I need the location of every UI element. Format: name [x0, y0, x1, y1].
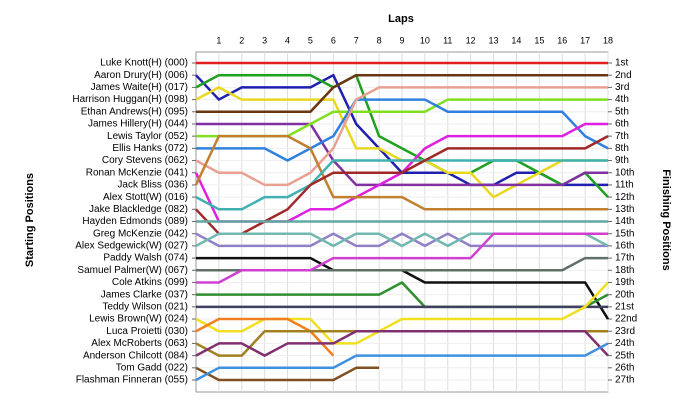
starting-driver-label: Alex McRoberts (063): [91, 338, 188, 349]
driver-line: [195, 342, 609, 382]
driver-line: [195, 366, 380, 382]
x-tick-label: 10: [420, 35, 430, 45]
driver-line: [194, 134, 608, 211]
driver-line: [196, 98, 609, 162]
y2-tick-label: 5th: [615, 106, 629, 117]
y2-tick-label: 19th: [615, 277, 634, 288]
starting-driver-label: Ronan McKenzie (041): [86, 167, 188, 178]
y2-tick-label: 26th: [615, 362, 634, 373]
y2-tick-label: 4th: [615, 94, 629, 105]
chart-title: Laps: [388, 13, 414, 25]
y2-tick-label: 6th: [615, 119, 629, 130]
starting-driver-label: Harrison Huggan(H) (098): [72, 94, 188, 105]
driver-line: [196, 232, 608, 284]
starting-driver-label: Lewis Brown(W) (024): [89, 314, 188, 325]
x-tick-label: 17: [580, 35, 590, 45]
y2-tick-label: 14th: [615, 216, 634, 227]
x-tick-label: 3: [262, 35, 267, 45]
starting-driver-label: Anderson Chilcott (084): [83, 350, 188, 361]
driver-line: [195, 86, 608, 187]
starting-driver-label: Tom Gadd (022): [116, 362, 188, 373]
y2-tick-label: 18th: [615, 265, 634, 276]
starting-driver-label: Alex Stott(W) (016): [103, 192, 188, 203]
starting-driver-label: Cory Stevens (062): [102, 155, 188, 166]
starting-driver-label: James Waite(H) (017): [91, 82, 188, 93]
x-tick-label: 6: [331, 35, 336, 45]
driver-line: [195, 329, 609, 357]
x-tick-label: 11: [443, 35, 452, 45]
starting-driver-label: James Clarke (037): [101, 289, 188, 300]
y2-tick-label: 13th: [615, 204, 634, 215]
starting-driver-label: Ethan Andrews(H) (095): [81, 106, 188, 117]
starting-driver-label: Jack Bliss (036): [117, 180, 188, 191]
y2-tick-label: 2nd: [615, 70, 632, 81]
starting-driver-label: Ellis Hanks (072): [112, 143, 188, 154]
x-tick-label: 13: [489, 35, 499, 45]
starting-driver-label: Flashman Finneran (055): [76, 375, 188, 386]
driver-line: [195, 232, 608, 248]
x-tick-label: 15: [534, 35, 544, 45]
y2-tick-label: 27th: [615, 375, 634, 386]
y2-tick-label: 17th: [615, 253, 634, 264]
x-tick-label: 1: [216, 35, 221, 45]
driver-line: [195, 159, 608, 211]
y2-tick-label: 3rd: [615, 82, 629, 93]
starting-driver-label: Greg McKenzie (042): [93, 228, 188, 239]
x-tick-label: 7: [354, 35, 359, 45]
y2-tick-label: 11th: [615, 180, 634, 191]
y2-axis-label: Finishing Positions: [660, 169, 672, 270]
starting-driver-label: Alex Sedgewick(W) (027): [75, 241, 188, 252]
starting-driver-label: Teddy Wilson (021): [102, 301, 188, 312]
y2-tick-label: 23rd: [615, 326, 635, 337]
y-axis-label: Starting Positions: [24, 173, 36, 267]
starting-driver-label: James Hillery(H) (044): [88, 119, 188, 130]
driver-line: [196, 122, 608, 187]
starting-driver-label: Cole Atkins (099): [112, 277, 188, 288]
x-tick-label: 9: [399, 35, 404, 45]
starting-driver-label: Jake Blackledge (082): [89, 204, 188, 215]
x-tick-label: 2: [239, 35, 244, 45]
starting-driver-label: Hayden Edmonds (089): [82, 216, 188, 227]
y2-tick-label: 25th: [615, 350, 634, 361]
y2-tick-label: 9th: [615, 155, 629, 166]
x-tick-label: 12: [466, 35, 476, 45]
y2-tick-label: 20th: [615, 289, 634, 300]
x-tick-label: 8: [377, 35, 382, 45]
starting-driver-label: Paddy Walsh (074): [103, 253, 188, 264]
starting-driver-label: Luke Knott(H) (000): [100, 58, 188, 69]
y2-tick-label: 22nd: [615, 314, 637, 325]
driver-line: [196, 73, 608, 114]
y2-tick-label: 8th: [615, 143, 629, 154]
y2-tick-label: 21st: [615, 301, 634, 312]
y2-tick-label: 1st: [615, 58, 629, 69]
starting-driver-label: Samuel Palmer(W) (067): [77, 265, 188, 276]
starting-driver-label: Lewis Taylor (052): [107, 131, 188, 142]
x-tick-label: 18: [603, 35, 613, 45]
y2-tick-label: 15th: [615, 228, 634, 239]
x-tick-label: 16: [557, 35, 567, 45]
starting-driver-label: Aaron Drury(H) (006): [94, 70, 188, 81]
y2-tick-label: 10th: [615, 167, 634, 178]
x-tick-label: 5: [308, 35, 313, 45]
x-tick-label: 4: [285, 35, 290, 45]
y2-tick-label: 24th: [615, 338, 634, 349]
x-tick-label: 14: [511, 35, 521, 45]
y2-tick-label: 12th: [615, 192, 634, 203]
y2-tick-label: 7th: [615, 131, 629, 142]
starting-driver-label: Luca Proietti (030): [106, 326, 188, 337]
y2-tick-label: 16th: [615, 241, 634, 252]
